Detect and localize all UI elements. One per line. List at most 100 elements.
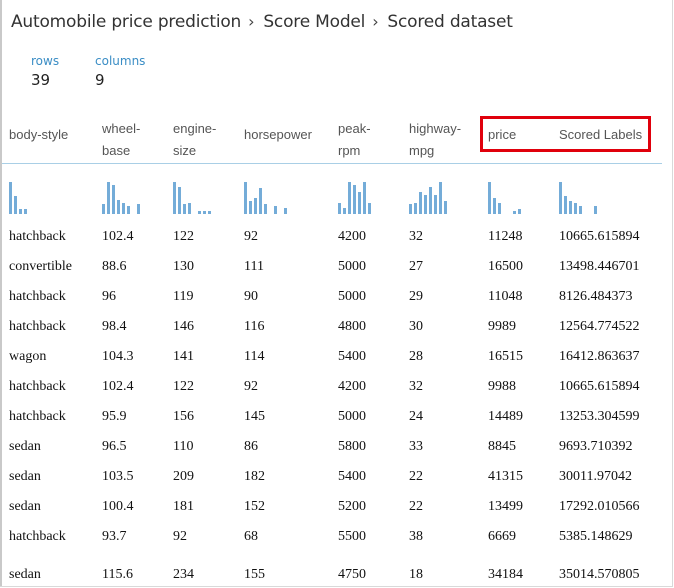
table-cell-price[interactable]: 41315 — [488, 469, 523, 484]
table-cell-horsepower[interactable]: 152 — [244, 499, 265, 514]
table-cell-peak-rpm[interactable]: 5500 — [338, 529, 366, 544]
table-cell-highway-mpg[interactable]: 32 — [409, 229, 423, 244]
table-cell-peak-rpm[interactable]: 5800 — [338, 439, 366, 454]
table-cell-engine-size[interactable]: 209 — [173, 469, 194, 484]
table-cell-highway-mpg[interactable]: 22 — [409, 499, 423, 514]
column-header-engine-size[interactable]: engine-size — [173, 118, 216, 162]
table-cell-peak-rpm[interactable]: 5000 — [338, 259, 366, 274]
table-cell-body-style[interactable]: hatchback — [9, 289, 66, 304]
table-cell-engine-size[interactable]: 122 — [173, 229, 194, 244]
table-cell-peak-rpm[interactable]: 5400 — [338, 469, 366, 484]
table-cell-scored-labels[interactable]: 8126.484373 — [559, 289, 633, 304]
table-cell-highway-mpg[interactable]: 27 — [409, 259, 423, 274]
table-cell-price[interactable]: 16515 — [488, 349, 523, 364]
table-cell-peak-rpm[interactable]: 5400 — [338, 349, 366, 364]
table-cell-horsepower[interactable]: 116 — [244, 319, 265, 334]
table-cell-peak-rpm[interactable]: 4200 — [338, 379, 366, 394]
table-cell-engine-size[interactable]: 119 — [173, 289, 194, 304]
table-cell-price[interactable]: 14489 — [488, 409, 523, 424]
table-cell-horsepower[interactable]: 90 — [244, 289, 258, 304]
table-cell-peak-rpm[interactable]: 4200 — [338, 229, 366, 244]
column-header-scored-labels[interactable]: Scored Labels — [559, 124, 642, 146]
table-cell-price[interactable]: 11248 — [488, 229, 523, 244]
table-cell-scored-labels[interactable]: 10665.615894 — [559, 379, 640, 394]
column-header-wheel-base[interactable]: wheel-base — [102, 118, 140, 162]
table-cell-scored-labels[interactable]: 17292.010566 — [559, 499, 640, 514]
table-cell-scored-labels[interactable]: 13498.446701 — [559, 259, 640, 274]
table-cell-price[interactable]: 9989 — [488, 319, 516, 334]
table-cell-horsepower[interactable]: 86 — [244, 439, 258, 454]
table-cell-wheel-base[interactable]: 103.5 — [102, 469, 134, 484]
table-cell-body-style[interactable]: hatchback — [9, 229, 66, 244]
table-cell-scored-labels[interactable]: 9693.710392 — [559, 439, 633, 454]
table-cell-engine-size[interactable]: 110 — [173, 439, 194, 454]
table-cell-highway-mpg[interactable]: 24 — [409, 409, 423, 424]
table-cell-horsepower[interactable]: 92 — [244, 229, 258, 244]
table-cell-peak-rpm[interactable]: 5000 — [338, 289, 366, 304]
column-header-peak-rpm[interactable]: peak-rpm — [338, 118, 371, 162]
table-cell-scored-labels[interactable]: 12564.774522 — [559, 319, 640, 334]
table-cell-wheel-base[interactable]: 88.6 — [102, 259, 127, 274]
table-cell-price[interactable]: 8845 — [488, 439, 516, 454]
table-cell-scored-labels[interactable]: 13253.304599 — [559, 409, 640, 424]
breadcrumb-item-module[interactable]: Score Model — [263, 12, 366, 32]
table-cell-horsepower[interactable]: 68 — [244, 529, 258, 544]
table-cell-price[interactable]: 11048 — [488, 289, 523, 304]
table-cell-peak-rpm[interactable]: 5200 — [338, 499, 366, 514]
table-cell-wheel-base[interactable]: 100.4 — [102, 499, 134, 514]
table-cell-highway-mpg[interactable]: 22 — [409, 469, 423, 484]
column-header-price[interactable]: price — [488, 124, 516, 146]
table-cell-body-style[interactable]: wagon — [9, 349, 47, 364]
table-cell-horsepower[interactable]: 182 — [244, 469, 265, 484]
table-cell-peak-rpm[interactable]: 4750 — [338, 567, 366, 582]
table-cell-highway-mpg[interactable]: 30 — [409, 319, 423, 334]
table-cell-wheel-base[interactable]: 96.5 — [102, 439, 127, 454]
table-cell-body-style[interactable]: hatchback — [9, 409, 66, 424]
table-cell-scored-labels[interactable]: 10665.615894 — [559, 229, 640, 244]
table-cell-highway-mpg[interactable]: 38 — [409, 529, 423, 544]
table-cell-engine-size[interactable]: 122 — [173, 379, 194, 394]
table-cell-engine-size[interactable]: 181 — [173, 499, 194, 514]
table-cell-body-style[interactable]: sedan — [9, 469, 41, 484]
table-cell-body-style[interactable]: sedan — [9, 567, 41, 582]
table-cell-wheel-base[interactable]: 102.4 — [102, 229, 134, 244]
table-cell-wheel-base[interactable]: 93.7 — [102, 529, 127, 544]
table-cell-highway-mpg[interactable]: 18 — [409, 567, 423, 582]
table-cell-peak-rpm[interactable]: 5000 — [338, 409, 366, 424]
table-cell-price[interactable]: 13499 — [488, 499, 523, 514]
table-cell-horsepower[interactable]: 155 — [244, 567, 265, 582]
column-header-horsepower[interactable]: horsepower — [244, 124, 312, 146]
table-cell-engine-size[interactable]: 156 — [173, 409, 194, 424]
table-cell-wheel-base[interactable]: 115.6 — [102, 567, 133, 582]
table-cell-highway-mpg[interactable]: 28 — [409, 349, 423, 364]
table-cell-scored-labels[interactable]: 30011.97042 — [559, 469, 632, 484]
table-cell-scored-labels[interactable]: 5385.148629 — [559, 529, 633, 544]
table-cell-wheel-base[interactable]: 102.4 — [102, 379, 134, 394]
table-cell-price[interactable]: 6669 — [488, 529, 516, 544]
table-cell-engine-size[interactable]: 141 — [173, 349, 194, 364]
table-cell-engine-size[interactable]: 92 — [173, 529, 187, 544]
table-cell-horsepower[interactable]: 111 — [244, 259, 264, 274]
column-header-highway-mpg[interactable]: highway-mpg — [409, 118, 461, 162]
table-cell-body-style[interactable]: sedan — [9, 499, 41, 514]
table-cell-highway-mpg[interactable]: 32 — [409, 379, 423, 394]
table-cell-price[interactable]: 34184 — [488, 567, 523, 582]
table-cell-scored-labels[interactable]: 16412.863637 — [559, 349, 640, 364]
table-cell-wheel-base[interactable]: 96 — [102, 289, 116, 304]
table-cell-horsepower[interactable]: 114 — [244, 349, 265, 364]
table-cell-scored-labels[interactable]: 35014.570805 — [559, 567, 640, 582]
table-cell-body-style[interactable]: hatchback — [9, 379, 66, 394]
table-cell-horsepower[interactable]: 145 — [244, 409, 265, 424]
table-cell-engine-size[interactable]: 130 — [173, 259, 194, 274]
table-cell-wheel-base[interactable]: 95.9 — [102, 409, 127, 424]
column-header-body-style[interactable]: body-style — [9, 124, 68, 146]
table-cell-body-style[interactable]: convertible — [9, 259, 72, 274]
table-cell-engine-size[interactable]: 234 — [173, 567, 194, 582]
table-cell-engine-size[interactable]: 146 — [173, 319, 194, 334]
table-cell-highway-mpg[interactable]: 33 — [409, 439, 423, 454]
table-cell-price[interactable]: 9988 — [488, 379, 516, 394]
table-cell-wheel-base[interactable]: 104.3 — [102, 349, 134, 364]
table-cell-body-style[interactable]: sedan — [9, 439, 41, 454]
table-cell-wheel-base[interactable]: 98.4 — [102, 319, 127, 334]
table-cell-highway-mpg[interactable]: 29 — [409, 289, 423, 304]
